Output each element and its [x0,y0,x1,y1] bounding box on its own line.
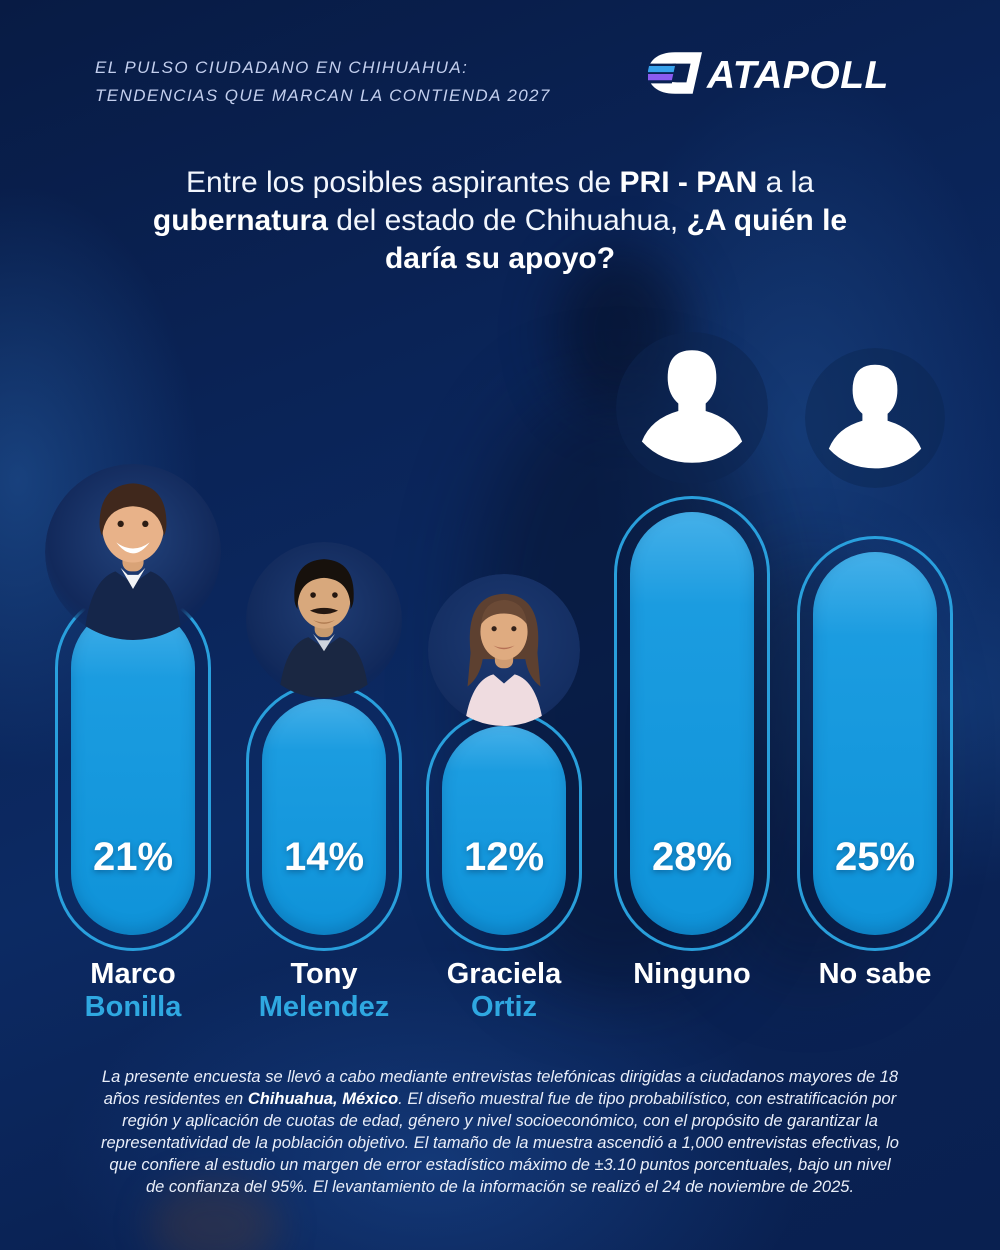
candidate-name: Tony Melendez [214,958,434,1024]
person-silhouette-icon [616,332,768,484]
candidate-name: Marco Bonilla [23,958,243,1024]
tagline-line2: TENDENCIAS QUE MARCAN LA CONTIENDA 2027 [95,86,551,105]
silhouette-avatar-icon [805,348,945,488]
bar-tony-melendez [262,699,386,935]
datapoll-logo: ATAPOLL [644,52,889,99]
bar-outline [797,536,953,951]
candidate-name: Graciela Ortiz [394,958,614,1024]
header-tagline: EL PULSO CIUDADANO EN CHIHUAHUA: TENDENC… [95,54,551,110]
option-label-text: No sabe [818,958,932,990]
bar-value-label: 12% [463,835,545,879]
candidate-photo-marco-bonilla [45,464,221,640]
bar-value-label: 28% [651,835,733,879]
candidate-photo-tony-melendez [246,542,402,698]
question-text-bold: PRI - PAN [619,166,758,199]
candidate-last-name: Bonilla [84,991,182,1023]
question-text-bold: ¿A quién le daría su apoyo? [384,204,848,275]
bar-no-sabe [813,552,937,935]
tagline-line1: EL PULSO CIUDADANO EN CHIHUAHUA: [95,58,469,77]
methodology-text: . El diseño muestral fue de tipo probabi… [101,1090,899,1196]
logo-text: ATAPOLL [707,53,889,97]
methodology-note: La presente encuesta se llevó a cabo med… [100,1066,900,1198]
candidate-first-name: Tony [290,958,358,990]
question-text-bold: gubernatura [152,204,328,237]
question-title: Entre los posibles aspirantes de PRI - P… [150,164,850,278]
bar-marco-bonilla [71,606,195,935]
logo-striped-d-icon [644,52,702,99]
candidate-last-name: Ortiz [470,991,538,1023]
option-label: No sabe [765,958,985,991]
bar-outline [614,496,770,951]
bar-value-label: 25% [834,835,916,879]
bar-value-label: 21% [92,835,174,879]
woman-portrait-icon [428,574,580,726]
man-mustache-portrait-icon [246,542,402,698]
methodology-text-bold: Chihuahua, México [247,1090,399,1108]
candidate-first-name: Marco [90,958,176,990]
bar-value-label: 14% [283,835,365,879]
silhouette-avatar-icon [616,332,768,484]
man-smiling-portrait-icon [45,464,221,640]
candidate-first-name: Graciela [446,958,562,990]
candidate-photo-graciela-ortiz [428,574,580,726]
methodology-text: La presente encuesta se llevó a cabo med… [101,1068,899,1108]
question-text: a la [757,166,815,199]
bar-graciela-ortiz [442,726,566,935]
person-silhouette-icon [805,348,945,488]
option-label-text: Ninguno [633,958,751,990]
question-text: Entre los posibles aspirantes de [185,166,620,199]
candidate-last-name: Melendez [258,991,390,1023]
bar-ninguno [630,512,754,935]
option-label: Ninguno [582,958,802,991]
question-text: del estado de Chihuahua, [327,204,687,237]
